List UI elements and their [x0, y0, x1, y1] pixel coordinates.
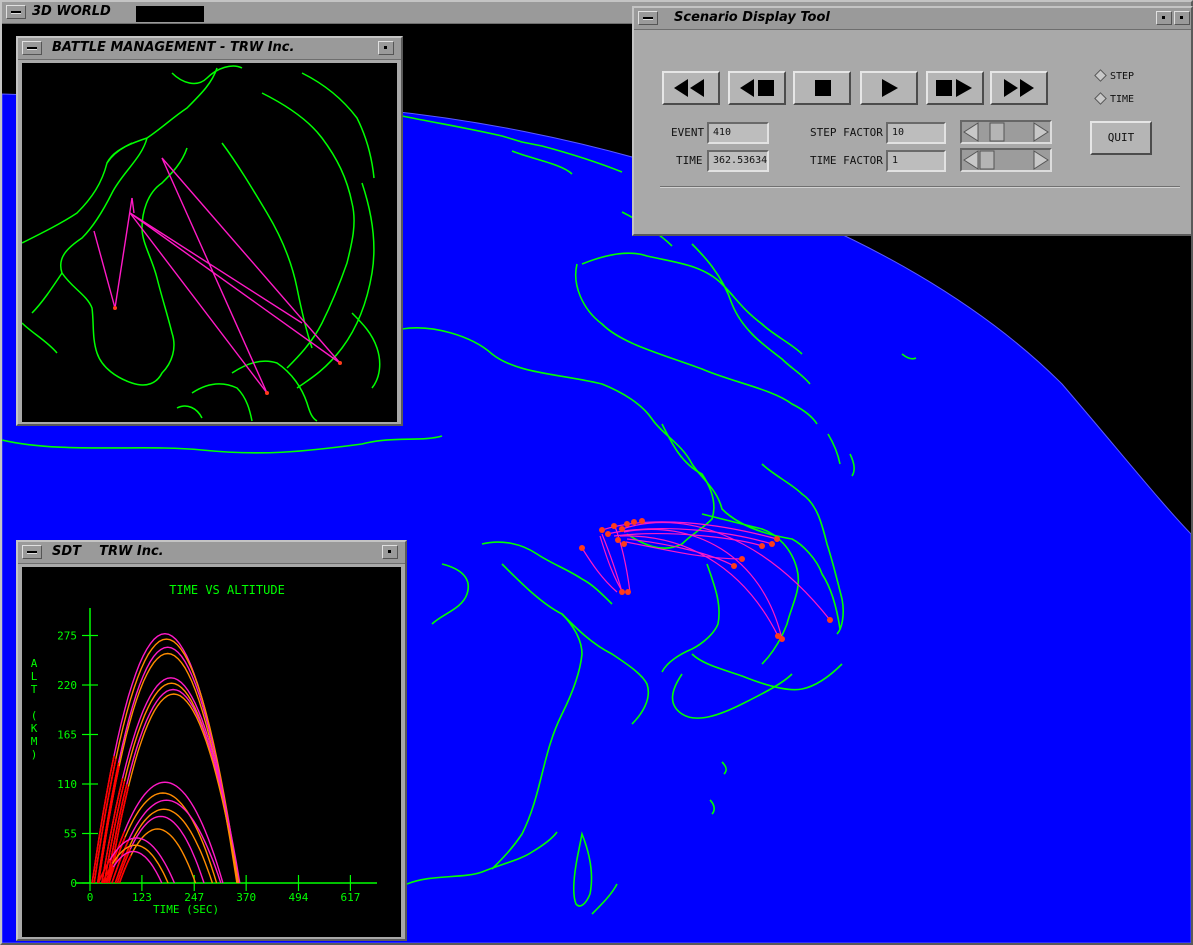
y-axis-label-char: M [31, 735, 38, 748]
quit-button[interactable]: QUIT [1090, 121, 1152, 155]
play-icon [862, 73, 916, 103]
time-factor-slider[interactable] [960, 148, 1052, 172]
time-field[interactable]: 362.53634 [707, 150, 769, 172]
event-label: EVENT [671, 126, 704, 139]
window-title: SDT TRW Inc. [52, 544, 164, 559]
rewind-button[interactable] [662, 71, 720, 105]
y-tick-label: 55 [64, 828, 77, 841]
y-axis-label-char: A [31, 657, 38, 670]
x-tick-label: 0 [87, 891, 94, 904]
scenario-display-tool-window: Scenario Display Tool STEP TIME EVENT 41… [632, 6, 1193, 236]
step-back-button[interactable] [728, 71, 786, 105]
step-factor-slider[interactable] [960, 120, 1052, 144]
fast-forward-icon [992, 73, 1046, 103]
y-axis-label-char: ( [31, 709, 38, 722]
fast-forward-button[interactable] [990, 71, 1048, 105]
play-button[interactable] [860, 71, 918, 105]
x-tick-label: 494 [289, 891, 309, 904]
window-menu-button[interactable] [638, 11, 658, 25]
minimize-button[interactable] [382, 545, 398, 559]
battle-map [22, 63, 397, 422]
y-tick-label: 165 [57, 729, 77, 742]
window-menu-button[interactable] [22, 545, 42, 559]
radio-label: STEP [1110, 71, 1134, 82]
chart-title: TIME VS ALTITUDE [169, 583, 285, 597]
time-mode-radio[interactable]: TIME [1096, 94, 1134, 105]
time-factor-field[interactable]: 1 [886, 150, 946, 172]
stop-button[interactable] [793, 71, 851, 105]
window-menu-button[interactable] [22, 41, 42, 55]
step-factor-label: STEP FACTOR [810, 126, 883, 139]
y-tick-label: 275 [57, 630, 77, 643]
window-title: BATTLE MANAGEMENT - TRW Inc. [52, 40, 294, 55]
y-axis-label-char: T [31, 683, 38, 696]
step-factor-field[interactable]: 10 [886, 122, 946, 144]
step-forward-button[interactable] [926, 71, 984, 105]
x-tick-label: 123 [132, 891, 152, 904]
battle-management-titlebar[interactable]: BATTLE MANAGEMENT - TRW Inc. [18, 38, 401, 60]
sdt-titlebar[interactable]: SDT TRW Inc. [18, 542, 405, 564]
slider-arrows-icon [962, 150, 1050, 170]
step-mode-radio[interactable]: STEP [1096, 71, 1134, 82]
stop-icon [795, 73, 849, 103]
y-tick-label: 0 [70, 877, 77, 890]
x-axis-label: TIME (SEC) [153, 903, 219, 916]
slider-arrows-icon [962, 122, 1050, 142]
event-field[interactable]: 410 [707, 122, 769, 144]
minimize-button[interactable] [378, 41, 394, 55]
rewind-icon [664, 73, 718, 103]
minimize-button[interactable] [1156, 11, 1172, 25]
time-factor-label: TIME FACTOR [810, 154, 883, 167]
battle-management-window: BATTLE MANAGEMENT - TRW Inc. [16, 36, 403, 426]
y-tick-label: 220 [57, 679, 77, 692]
y-axis-label-char: ) [31, 748, 38, 761]
y-axis-label-char: K [31, 722, 38, 735]
radio-diamond-icon [1094, 69, 1107, 82]
x-tick-label: 617 [340, 891, 360, 904]
radio-label: TIME [1110, 94, 1134, 105]
step-back-icon [730, 73, 784, 103]
x-tick-label: 370 [236, 891, 256, 904]
time-vs-altitude-chart: TIME VS ALTITUDE 0 55 110 165 220 275 0 123 247 37… [22, 567, 401, 937]
radio-diamond-icon [1094, 92, 1107, 105]
separator-line [660, 186, 1180, 188]
chart-viewport: TIME VS ALTITUDE 0 55 110 165 220 275 0 123 247 37… [22, 567, 401, 937]
window-menu-button[interactable] [6, 5, 26, 19]
sdt-chart-window: SDT TRW Inc. TIME VS ALTITUDE 0 55 110 165 22… [16, 540, 407, 941]
window-title: Scenario Display Tool [674, 10, 830, 25]
battle-map-viewport[interactable] [22, 63, 397, 422]
y-axis-label-char: L [31, 670, 38, 683]
step-forward-icon [928, 73, 982, 103]
y-tick-label: 110 [57, 778, 77, 791]
maximize-button[interactable] [1174, 11, 1190, 25]
title-redaction-bar [136, 6, 204, 22]
time-label: TIME [676, 154, 703, 167]
scenario-tool-titlebar[interactable]: Scenario Display Tool [634, 8, 1191, 30]
window-title: 3D WORLD [32, 4, 111, 19]
